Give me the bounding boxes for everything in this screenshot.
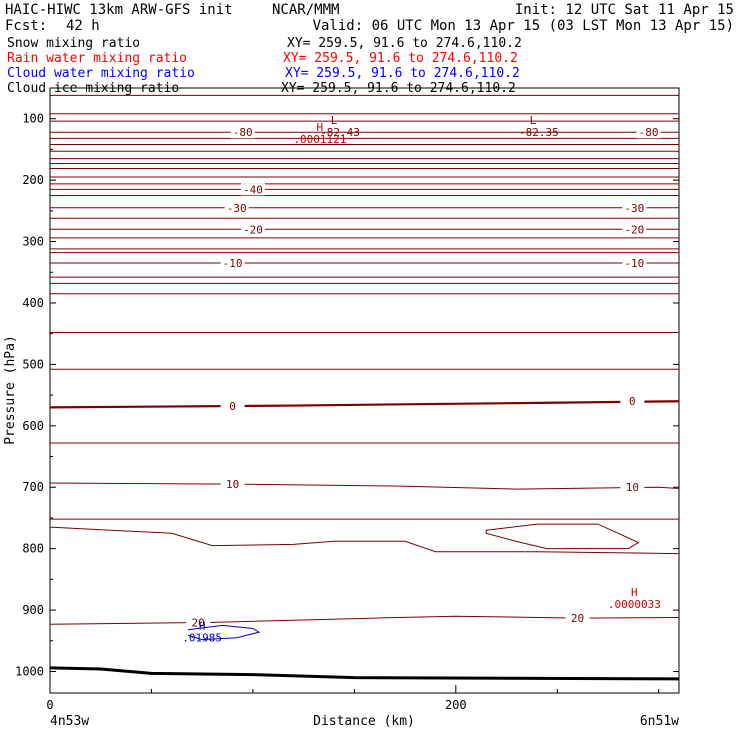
- contour-label-bg: [224, 201, 249, 214]
- extremum-symbol: L: [530, 114, 537, 127]
- contour-label-bg: [220, 478, 245, 491]
- extremum-value: .0000033: [608, 598, 661, 611]
- y-tick-label: 200: [22, 173, 44, 187]
- init-time: Init: 12 UTC Sat 11 Apr 15: [515, 2, 734, 18]
- extremum-value: .01985: [182, 632, 222, 645]
- wavy-contour: [49, 526, 680, 555]
- y-tick-label: 500: [22, 357, 44, 371]
- contour-label-10: 10: [226, 478, 239, 491]
- contour-label--80: -80: [233, 126, 253, 139]
- y-tick-label: 900: [22, 603, 44, 617]
- field-xy-cloud-water: XY= 259.5, 91.6 to 274.6,110.2: [285, 66, 520, 81]
- extremum-symbol: H: [631, 586, 638, 599]
- field-xy-snow: XY= 259.5, 91.6 to 274.6,110.2: [287, 36, 522, 51]
- contour-label--30: -30: [624, 202, 644, 215]
- terrain-path: [49, 666, 680, 681]
- y-tick-label: 800: [22, 542, 44, 556]
- org-label: NCAR/MMM: [272, 2, 339, 18]
- contour-label--30: -30: [227, 202, 247, 215]
- field-name-cloud-water: Cloud water mixing ratio: [7, 66, 195, 81]
- contour-label--10: -10: [223, 257, 243, 270]
- fcst-value: 42 h: [66, 18, 100, 34]
- extremum-value: -82.43: [320, 126, 360, 139]
- contour-label-bg: [230, 126, 255, 139]
- contour-line-0: [49, 400, 680, 409]
- chart-title: HAIC-HIWC 13km ARW-GFS init: [5, 2, 233, 18]
- cloud-water-loop: [187, 624, 261, 641]
- contour-label--20: -20: [243, 223, 263, 236]
- contour-line-10: [49, 482, 680, 490]
- contour-label--20: -20: [624, 223, 644, 236]
- contour-label-10: 10: [626, 481, 639, 494]
- y-axis-label: Pressure (hPa): [3, 335, 18, 445]
- contour-label-0: 0: [629, 395, 636, 408]
- contour-label-bg: [620, 395, 645, 408]
- y-tick-label: 700: [22, 480, 44, 494]
- extremum-symbol: H: [199, 620, 206, 633]
- extremum-value: -82.35: [519, 126, 559, 139]
- contour-label-bg: [620, 481, 645, 494]
- plot-frame: [49, 87, 680, 694]
- closed-contour: [485, 523, 640, 550]
- x-end-label: 6n51w: [640, 714, 679, 729]
- valid-time: Valid: 06 UTC Mon 13 Apr 15 (03 LST Mon …: [313, 18, 734, 34]
- contour-label-bg: [622, 201, 647, 214]
- contour-label-bg: [220, 257, 245, 270]
- x-axis-label: Distance (km): [313, 714, 415, 729]
- contour-label-bg: [240, 223, 265, 236]
- contour-label-bg: [622, 223, 647, 236]
- field-xy-rain: XY= 259.5, 91.6 to 274.6,110.2: [283, 51, 518, 66]
- contour-label-bg: [565, 612, 590, 625]
- temperature-contours: -80 -80 -40 -30 -30 -20 -20 -10 -10 0 0 10 10 20 20: [49, 126, 680, 629]
- fcst-label: Fcst:: [5, 18, 47, 34]
- y-tick-label: 400: [22, 296, 44, 310]
- contour-label--10: -10: [624, 257, 644, 270]
- x-tick-label: 0: [46, 698, 53, 712]
- x-axis: 0 200: [46, 685, 660, 712]
- extremum-symbol: H: [317, 121, 324, 134]
- x-start-label: 4n53w: [50, 714, 89, 729]
- contour-label--40: -40: [243, 183, 263, 196]
- contour-label-bg: [636, 126, 661, 139]
- extremum-value: .0001121: [293, 133, 346, 146]
- isotherm-lines: [50, 94, 679, 520]
- contour-label--80: -80: [639, 126, 659, 139]
- field-name-rain: Rain water mixing ratio: [7, 51, 187, 66]
- contour-line-20: [49, 615, 680, 625]
- contour-label-bg: [622, 257, 647, 270]
- contour-label-0: 0: [229, 400, 236, 413]
- y-tick-label: 600: [22, 419, 44, 433]
- contour-label-20: 20: [571, 612, 584, 625]
- y-tick-label: 300: [22, 235, 44, 249]
- x-tick-label: 200: [445, 698, 467, 712]
- extremum-symbol: L: [331, 114, 338, 127]
- contour-label-20: 20: [191, 616, 204, 629]
- contour-label-bg: [220, 400, 245, 413]
- contour-label-bg: [186, 616, 211, 629]
- y-tick-label: 100: [22, 112, 44, 126]
- terrain-line: [49, 666, 680, 681]
- y-tick-label: 1000: [15, 665, 44, 679]
- contour-label-bg: [240, 183, 265, 196]
- cloud-water-contour: [187, 624, 261, 641]
- field-name-snow: Snow mixing ratio: [7, 36, 140, 51]
